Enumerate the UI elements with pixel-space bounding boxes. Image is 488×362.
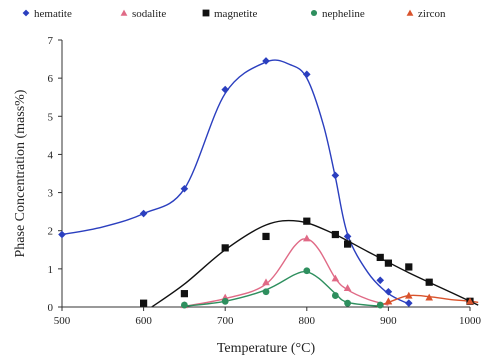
x-tick-label: 900 — [380, 315, 397, 327]
hematite-point — [58, 230, 66, 239]
hematite-point — [303, 70, 311, 79]
axes — [61, 40, 470, 308]
x-axis-label: Temperature (°C) — [217, 341, 316, 356]
hematite-point — [221, 85, 229, 94]
y-tick-label: 1 — [48, 264, 54, 276]
x-tick-label: 600 — [135, 315, 152, 327]
sodalite-point — [303, 234, 311, 242]
magnetite-point — [262, 232, 270, 241]
sodalite-point — [262, 278, 270, 286]
legend-label: zircon — [418, 8, 446, 20]
hematite-curve — [61, 59, 410, 305]
sodalite-curve — [184, 238, 389, 307]
legend-item-zircon: zircon — [406, 8, 446, 20]
x-tick-label: 700 — [217, 315, 234, 327]
legend-item-sodalite: sodalite — [120, 8, 166, 20]
series-curves — [61, 59, 479, 308]
hematite-point — [405, 299, 413, 307]
zircon-point — [425, 293, 433, 301]
legend-marker — [406, 9, 414, 16]
nepheline-point — [303, 267, 311, 275]
magnetite-point — [180, 290, 188, 298]
y-tick-label: 6 — [48, 73, 54, 85]
nepheline-point — [331, 292, 339, 299]
magnetite-point — [331, 230, 339, 239]
y-axis-label: Phase Concentration (mass%) — [13, 89, 28, 257]
magnetite-point — [376, 253, 384, 262]
hematite-point — [384, 287, 393, 296]
magnetite-point — [384, 259, 392, 267]
nepheline-point — [221, 297, 229, 305]
legend-marker — [202, 9, 210, 17]
y-tick-label: 4 — [48, 149, 54, 161]
zircon-curve — [375, 294, 479, 308]
nepheline-point — [344, 299, 352, 307]
y-tick-label: 0 — [48, 302, 54, 314]
magnetite-point — [140, 299, 148, 307]
magnetite-point — [303, 217, 311, 225]
legend-item-hematite: hematite — [22, 8, 72, 20]
legend-label: magnetite — [214, 8, 257, 20]
legend-marker — [310, 9, 318, 17]
legend-item-magnetite: magnetite — [202, 8, 257, 20]
magnetite-point — [405, 263, 413, 271]
legend: hematite sodalite magnetite nepheline zircon — [22, 8, 446, 20]
magnetite-point — [425, 278, 433, 286]
x-tick-label: 800 — [299, 315, 316, 327]
nepheline-point — [376, 301, 384, 309]
hematite-point — [376, 276, 385, 285]
hematite-point — [180, 184, 189, 193]
y-tick-label: 3 — [48, 188, 54, 200]
zircon-point — [466, 297, 474, 305]
legend-label: sodalite — [132, 8, 166, 20]
legend-label: hematite — [34, 8, 72, 20]
hematite-point — [331, 171, 340, 180]
legend-marker — [120, 9, 128, 16]
zircon-point — [405, 291, 413, 299]
hematite-point — [343, 232, 352, 241]
sodalite-point — [343, 284, 352, 291]
y-tick-label: 2 — [48, 226, 54, 238]
magnetite-point — [344, 240, 352, 248]
zircon-point — [384, 297, 393, 305]
y-tick-label: 7 — [48, 35, 54, 47]
series-markers — [58, 57, 474, 309]
magnetite-point — [221, 244, 229, 252]
x-tick-label: 500 — [54, 315, 71, 327]
sodalite-point — [331, 274, 340, 282]
hematite-point — [139, 209, 148, 218]
legend-marker — [22, 9, 30, 17]
legend-item-nepheline: nepheline — [310, 8, 365, 20]
legend-label: nepheline — [322, 8, 365, 20]
nepheline-point — [262, 288, 270, 296]
nepheline-point — [180, 301, 188, 309]
x-tick-label: 1000 — [459, 315, 482, 327]
y-tick-label: 5 — [48, 111, 54, 123]
ticks: 500 600 700 800 900 1000 0 1 2 3 4 5 6 7 — [48, 35, 482, 327]
hematite-point — [262, 57, 270, 65]
